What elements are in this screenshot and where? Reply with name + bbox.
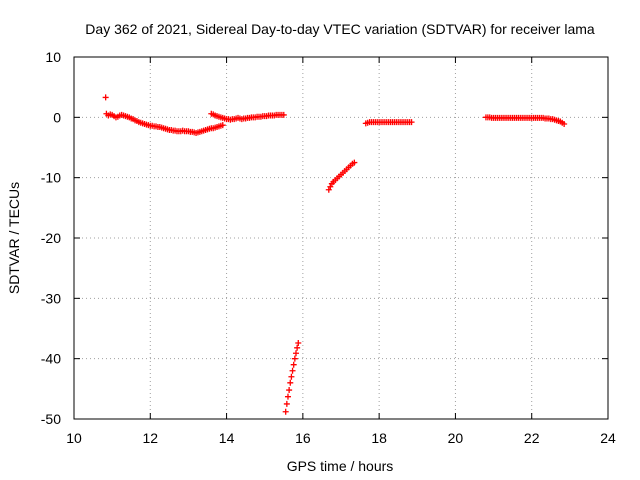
data-point: [291, 355, 298, 362]
data-point: [327, 183, 334, 190]
data-point: [286, 387, 293, 394]
y-tick-label: -40: [41, 351, 61, 367]
data-point: [290, 361, 297, 368]
data-point: [284, 393, 291, 400]
data-points: [102, 94, 568, 415]
y-tick-label: -10: [41, 170, 61, 186]
grid-lines: [74, 57, 608, 419]
y-tick-label: -30: [41, 290, 61, 306]
data-point: [351, 159, 358, 166]
y-tick-labels: 10 0 -10 -20 -30 -40 -50: [41, 49, 61, 427]
chart-title: Day 362 of 2021, Sidereal Day-to-day VTE…: [85, 21, 595, 37]
data-point: [288, 373, 295, 380]
x-axis-label: GPS time / hours: [287, 458, 394, 474]
x-tick-label: 10: [66, 430, 82, 446]
x-tick-label: 12: [142, 430, 158, 446]
data-point: [295, 339, 302, 346]
x-tick-labels: 10 12 14 16 18 20 22 24: [66, 430, 616, 446]
y-tick-label: -50: [41, 411, 61, 427]
x-tick-label: 14: [219, 430, 235, 446]
x-tick-label: 20: [448, 430, 464, 446]
y-tick-label: -20: [41, 230, 61, 246]
data-point: [408, 119, 415, 126]
data-point: [282, 408, 289, 415]
data-point: [280, 111, 287, 118]
data-point: [102, 94, 109, 101]
x-tick-label: 24: [600, 430, 616, 446]
data-point: [294, 344, 301, 351]
data-point: [219, 122, 226, 129]
data-point: [289, 367, 296, 374]
y-tick-label: 0: [53, 109, 61, 125]
data-point: [561, 120, 568, 127]
data-point: [287, 379, 294, 386]
x-tick-label: 16: [295, 430, 311, 446]
axis-ticks: [73, 56, 609, 420]
x-tick-label: 18: [371, 430, 387, 446]
y-axis-label: SDTVAR / TECUs: [6, 182, 22, 294]
data-point: [283, 400, 290, 407]
data-point: [325, 186, 332, 193]
data-point: [292, 350, 299, 357]
y-tick-label: 10: [45, 49, 61, 65]
x-tick-label: 22: [524, 430, 540, 446]
